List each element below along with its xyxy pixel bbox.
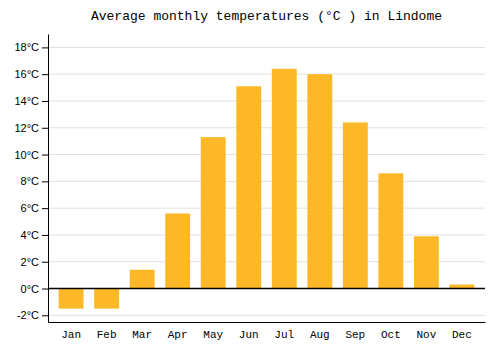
x-tick: Apr: [168, 329, 188, 341]
y-tick-mark: [42, 315, 48, 316]
y-tick: 0°C: [21, 283, 48, 295]
bar: [201, 137, 226, 288]
grid-line: [48, 181, 485, 182]
y-tick-mark: [42, 289, 48, 290]
y-tick-mark: [42, 155, 48, 156]
x-tick-label: Sep: [345, 329, 365, 341]
y-axis: -2°C 0°C 2°C 4°C 6°C 8°C 10°C 12°C 14°C 16°C 18°C: [14, 35, 48, 323]
grid-line: [48, 234, 485, 235]
x-tick-label: Jan: [61, 329, 81, 341]
y-tick: 6°C: [21, 202, 48, 214]
bar: [272, 69, 297, 289]
grid-line: [48, 208, 485, 209]
x-tick: Oct: [381, 329, 401, 341]
y-tick-mark: [42, 101, 48, 102]
y-tick-label: 14°C: [14, 95, 39, 107]
x-tick-label: Dec: [452, 329, 472, 341]
grid-line: [48, 154, 485, 155]
x-tick: Feb: [97, 329, 117, 341]
bar: [343, 122, 368, 288]
y-tick: 2°C: [21, 256, 48, 268]
x-tick-label: Feb: [97, 329, 117, 341]
y-tick-label: 10°C: [14, 149, 39, 161]
y-tick-mark: [42, 262, 48, 263]
y-tick-label: 0°C: [21, 283, 40, 295]
y-tick-label: 16°C: [14, 68, 39, 80]
title: Average monthly temperatures (°C ) in Li…: [91, 9, 442, 24]
grid-line: [48, 47, 485, 48]
x-tick: May: [203, 329, 223, 341]
y-tick-label: 12°C: [14, 122, 39, 134]
grid-line: [48, 288, 485, 289]
x-tick-label: Nov: [416, 329, 436, 341]
plot: -2°C 0°C 2°C 4°C 6°C 8°C 10°C 12°C 14°C 16°C 18°C J…: [14, 35, 485, 341]
bar: [130, 270, 155, 289]
bar: [59, 289, 84, 309]
y-tick: 12°C: [14, 122, 48, 134]
y-tick-label: 8°C: [21, 175, 40, 187]
x-tick: Jul: [274, 329, 294, 341]
x-tick-label: Mar: [132, 329, 152, 341]
y-axis-line: [48, 35, 49, 323]
x-tick-label: May: [203, 329, 223, 341]
x-tick: Mar: [132, 329, 152, 341]
x-tick-label: Jul: [274, 329, 294, 341]
y-tick: 4°C: [21, 229, 48, 241]
y-tick-mark: [42, 235, 48, 236]
bars: [59, 69, 475, 309]
y-tick: 18°C: [14, 41, 48, 53]
bar: [307, 74, 332, 288]
bar: [94, 289, 119, 309]
x-tick: Sep: [345, 329, 365, 341]
grid-line: [48, 74, 485, 75]
y-tick: -2°C: [17, 309, 48, 321]
y-tick: 8°C: [21, 175, 48, 187]
zero-line: [48, 288, 485, 290]
x-tick: Nov: [416, 329, 436, 341]
y-tick-label: 6°C: [21, 202, 40, 214]
grid-line: [48, 315, 485, 316]
x-tick: Dec: [452, 329, 472, 341]
grid-line: [48, 127, 485, 128]
x-tick-label: Jun: [239, 329, 259, 341]
bar: [378, 173, 403, 288]
x-tick-label: Oct: [381, 329, 401, 341]
y-tick-mark: [42, 74, 48, 75]
x-axis-line: [49, 322, 486, 323]
y-tick: 14°C: [14, 95, 48, 107]
y-tick-mark: [42, 47, 48, 48]
y-tick-mark: [42, 208, 48, 209]
grid: [48, 47, 485, 315]
y-tick-label: 2°C: [21, 256, 40, 268]
grid-line: [48, 100, 485, 101]
x-tick-label: Aug: [310, 329, 330, 341]
bar: [165, 213, 190, 288]
chart: -2°C 0°C 2°C 4°C 6°C 8°C 10°C 12°C 14°C 16°C 18°C J…: [0, 0, 500, 350]
y-tick-mark: [42, 181, 48, 182]
x-tick-label: Apr: [168, 329, 188, 341]
bar: [414, 236, 439, 288]
y-tick-label: 18°C: [14, 41, 39, 53]
x-tick: Jan: [61, 329, 81, 341]
x-tick: Jun: [239, 329, 259, 341]
y-tick: 16°C: [14, 68, 48, 80]
x-axis: Jan Feb Mar Apr May Jun Jul Aug Sep Oct Nov Dec: [49, 323, 486, 341]
y-tick-mark: [42, 128, 48, 129]
bar: [236, 86, 261, 288]
y-tick: 10°C: [14, 149, 48, 161]
y-tick-label: 4°C: [21, 229, 40, 241]
y-tick-label: -2°C: [17, 309, 39, 321]
x-tick: Aug: [310, 329, 330, 341]
